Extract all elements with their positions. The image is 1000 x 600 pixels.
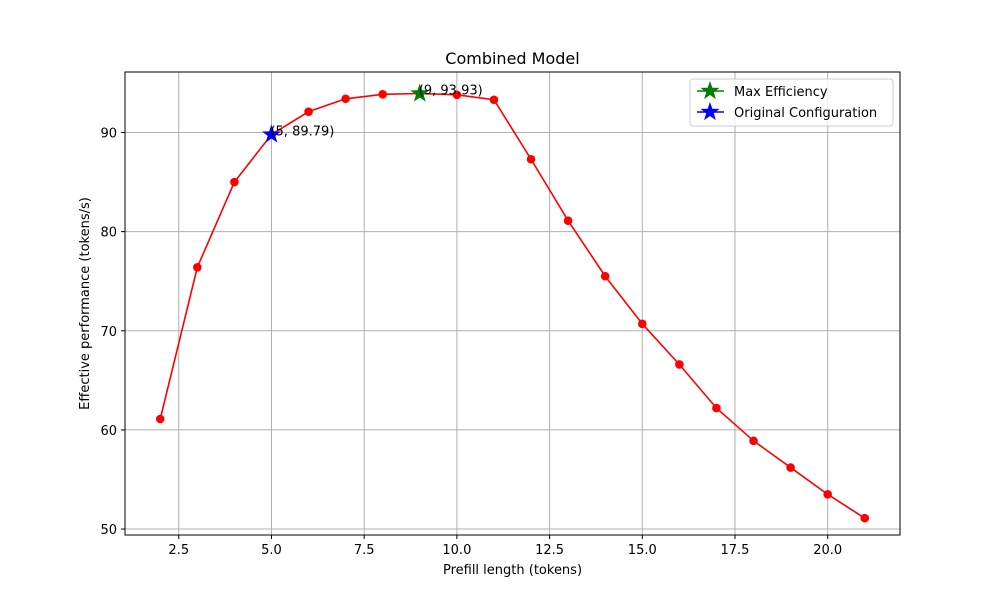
data-point <box>860 513 870 523</box>
x-tick-label: 20.0 <box>813 543 842 558</box>
highlight-annotation: (5, 89.79) <box>270 125 334 140</box>
legend-label: Original Configuration <box>734 106 877 121</box>
x-tick-label: 5.0 <box>261 543 282 558</box>
y-tick-label: 90 <box>100 126 117 141</box>
legend: Max Efficiency Original Configuration <box>689 78 894 127</box>
y-tick-label: 70 <box>100 325 117 340</box>
data-point <box>786 463 795 472</box>
highlights: (9, 93.93) (5, 89.79) <box>261 83 483 143</box>
data-point <box>526 154 536 164</box>
x-tick-label: 17.5 <box>721 543 750 558</box>
data-point <box>230 177 239 187</box>
data-point <box>193 263 202 272</box>
axis-ticks: 2.5 5.0 7.5 10.0 12.5 15.0 17.5 20.0 50 60 70 80 90 <box>100 126 842 558</box>
y-axis-label: Effective performance (tokens/s) <box>78 197 93 410</box>
series-line <box>155 89 870 523</box>
x-axis-label: Prefill length (tokens) <box>443 563 582 578</box>
data-point <box>378 90 388 99</box>
x-tick-label: 2.5 <box>168 543 189 558</box>
data-point <box>675 360 684 369</box>
data-point <box>452 90 462 100</box>
legend-star <box>700 102 720 121</box>
x-tick-label: 7.5 <box>354 543 375 558</box>
highlight-annotation: (9, 93.93) <box>419 84 483 99</box>
y-tick-label: 60 <box>100 424 117 439</box>
x-tick-label: 15.0 <box>628 543 657 558</box>
data-point <box>600 271 610 281</box>
data-point <box>712 403 721 413</box>
x-tick-label: 10.0 <box>442 543 471 558</box>
y-tick-label: 80 <box>100 226 117 241</box>
highlight-star <box>261 124 281 143</box>
data-point <box>489 95 499 105</box>
data-point <box>155 414 165 424</box>
series-polyline <box>159 92 866 519</box>
data-point <box>749 436 758 446</box>
data-point <box>304 107 313 116</box>
data-point <box>823 490 832 499</box>
legend-label: Max Efficiency <box>734 85 828 100</box>
x-tick-label: 12.5 <box>535 543 564 558</box>
data-point <box>563 216 573 226</box>
highlight-star <box>410 83 430 102</box>
plot-frame <box>124 71 901 536</box>
y-tick-label: 50 <box>100 523 117 538</box>
data-point <box>637 319 647 329</box>
legend-box <box>689 78 894 127</box>
chart-title: Combined Model <box>445 49 579 68</box>
data-point <box>341 94 350 104</box>
grid <box>125 72 900 535</box>
legend-star <box>700 81 720 100</box>
